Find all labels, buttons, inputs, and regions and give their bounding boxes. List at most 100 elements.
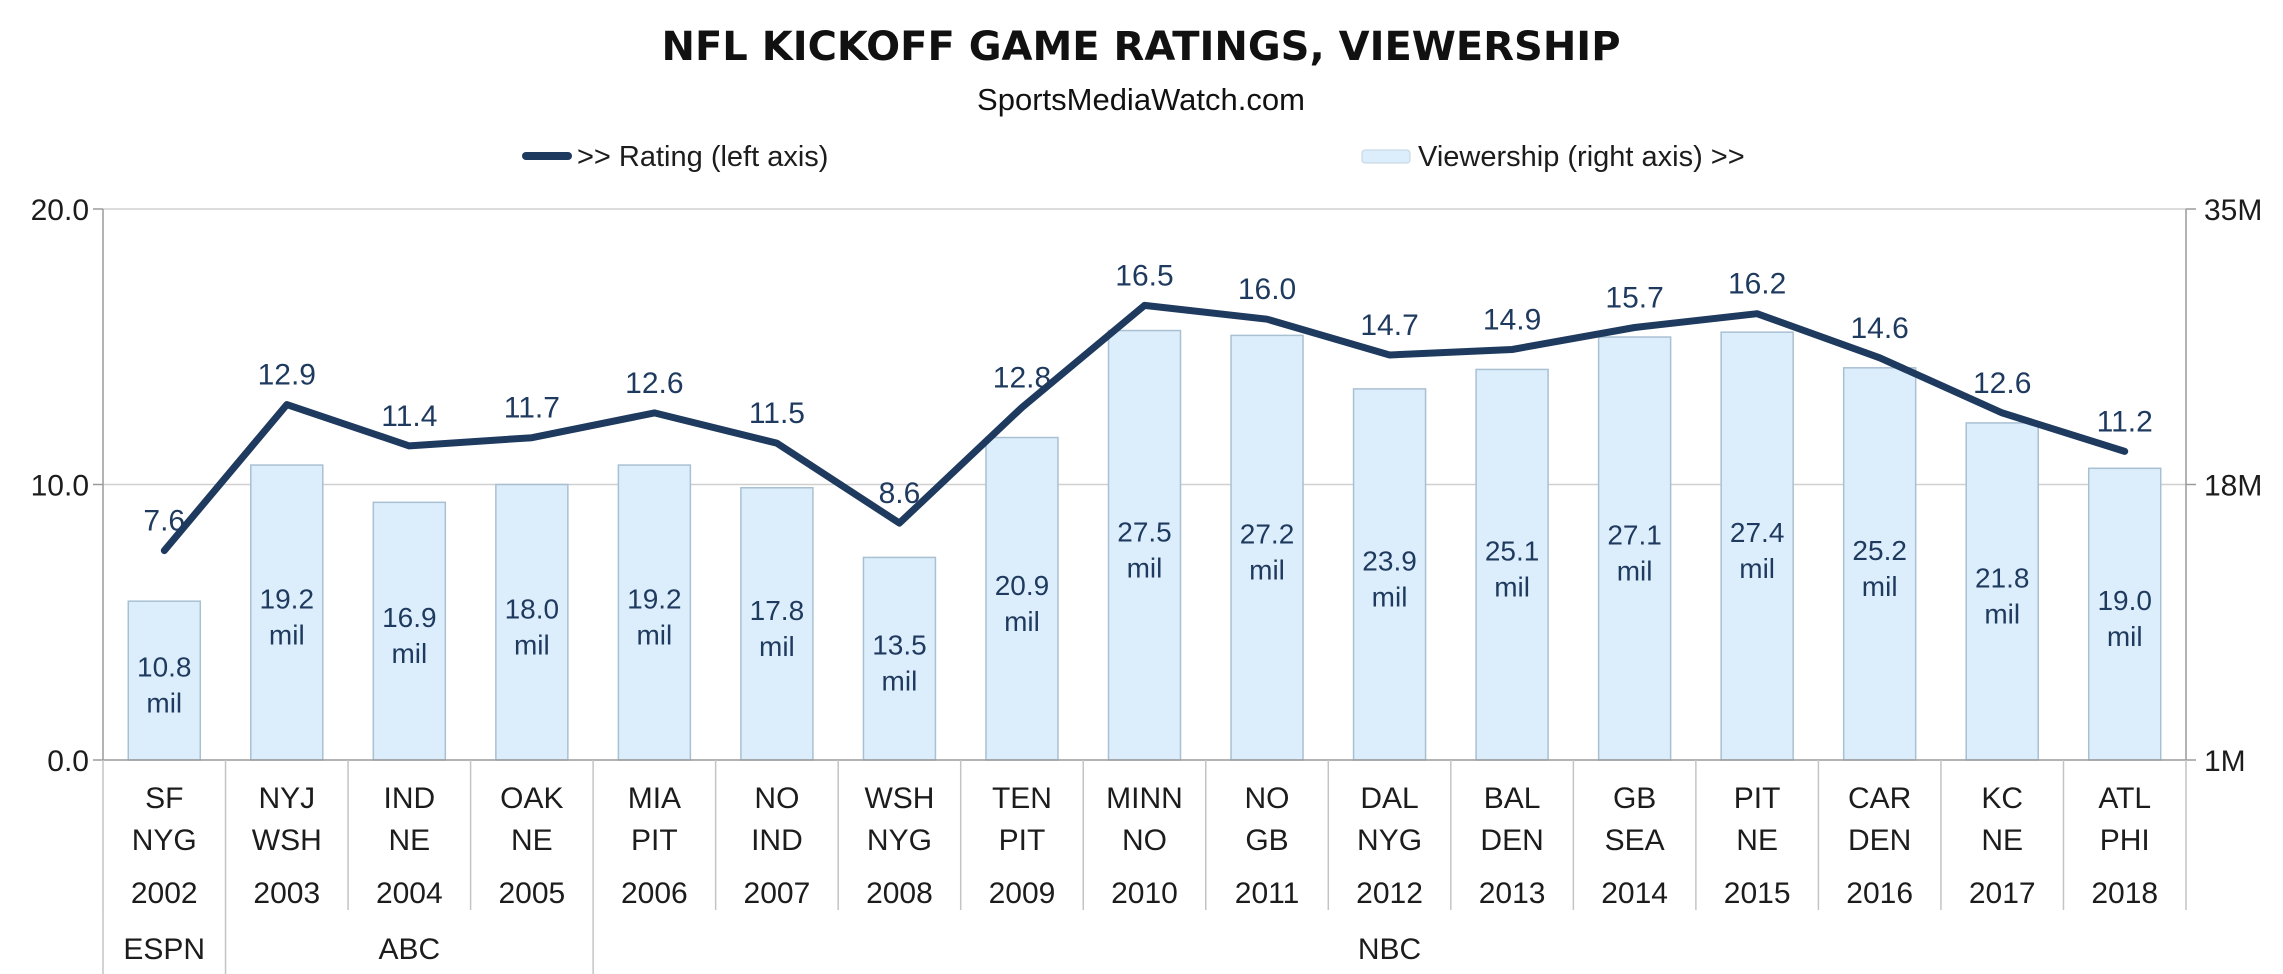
category-year-label: 2003 bbox=[253, 877, 320, 910]
category-team-label: DAL bbox=[1360, 782, 1418, 815]
viewership-value-label: 27.5 bbox=[1117, 516, 1172, 547]
rating-value-label: 12.6 bbox=[1973, 367, 2031, 400]
rating-value-label: 11.4 bbox=[381, 400, 437, 433]
viewership-unit-label: mil bbox=[269, 620, 305, 651]
category-axis: SF NYG 2002 NYJ WSH 2003 IND NE 2004 OAK NE 2005 MIA… bbox=[102, 760, 2187, 974]
category-team-label: ATL bbox=[2098, 782, 2151, 815]
rating-value-label: 14.7 bbox=[1360, 309, 1418, 342]
viewership-unit-label: mil bbox=[2107, 621, 2143, 652]
category-year-label: 2018 bbox=[2091, 877, 2158, 910]
category-team-label: SEA bbox=[1605, 824, 1665, 857]
data-labels: 10.8 mil 19.2 mil 16.9 mil 18.0 mil 19.2 mil 17.8 m… bbox=[137, 259, 2153, 718]
category-team-label: SF bbox=[145, 782, 183, 815]
category-team-label: NYG bbox=[867, 824, 932, 857]
viewership-bar bbox=[985, 436, 1059, 761]
rating-value-label: 14.9 bbox=[1483, 304, 1541, 337]
category-team-label: IND bbox=[383, 782, 435, 815]
legend-bar-swatch bbox=[1361, 149, 1411, 164]
viewership-unit-label: mil bbox=[146, 688, 182, 719]
category-team-label: KC bbox=[1981, 782, 2023, 815]
rating-value-label: 11.5 bbox=[749, 397, 805, 430]
rating-value-label: 8.6 bbox=[879, 477, 921, 510]
category-team-label: TEN bbox=[992, 782, 1052, 815]
rating-line bbox=[160, 301, 2129, 555]
viewership-value-label: 27.2 bbox=[1240, 519, 1295, 550]
viewership-unit-label: mil bbox=[882, 666, 918, 697]
category-team-label: IND bbox=[751, 824, 803, 857]
category-team-label: NE bbox=[1981, 824, 2023, 857]
viewership-unit-label: mil bbox=[1862, 571, 1898, 602]
viewership-value-label: 19.2 bbox=[627, 584, 682, 615]
left-axis-tick-label: 0.0 bbox=[47, 745, 89, 778]
category-year-label: 2002 bbox=[131, 877, 198, 910]
rating-value-label: 14.6 bbox=[1850, 312, 1908, 345]
category-year-label: 2009 bbox=[989, 877, 1056, 910]
rating-value-label: 16.5 bbox=[1115, 259, 1173, 292]
category-team-label: NE bbox=[511, 824, 553, 857]
viewership-value-label: 20.9 bbox=[995, 570, 1050, 601]
viewership-bar bbox=[1107, 329, 1182, 761]
category-team-label: NYJ bbox=[258, 782, 315, 815]
viewership-value-label: 10.8 bbox=[137, 652, 192, 683]
category-year-label: 2014 bbox=[1601, 877, 1668, 910]
category-year-label: 2015 bbox=[1724, 877, 1791, 910]
category-team-label: WSH bbox=[252, 824, 322, 857]
viewership-value-label: 25.1 bbox=[1485, 536, 1540, 567]
viewership-unit-label: mil bbox=[1127, 552, 1163, 583]
viewership-bar bbox=[862, 556, 937, 761]
network-label: NBC bbox=[1358, 933, 1421, 966]
category-team-label: MIA bbox=[628, 782, 681, 815]
category-year-label: 2011 bbox=[1235, 877, 1300, 910]
viewership-bar bbox=[1842, 367, 1917, 761]
category-year-label: 2010 bbox=[1111, 877, 1178, 910]
category-year-label: 2007 bbox=[744, 877, 811, 910]
category-team-label: PHI bbox=[2100, 824, 2150, 857]
legend-bar-label: Viewership (right axis) >> bbox=[1418, 141, 1745, 173]
category-year-label: 2005 bbox=[498, 877, 565, 910]
viewership-value-label: 25.2 bbox=[1852, 535, 1907, 566]
viewership-value-label: 19.2 bbox=[260, 584, 315, 615]
viewership-value-label: 16.9 bbox=[382, 602, 437, 633]
viewership-bar bbox=[372, 501, 447, 761]
network-label: ESPN bbox=[123, 933, 205, 966]
rating-value-label: 12.8 bbox=[993, 361, 1051, 394]
chart-title: NFL KICKOFF GAME RATINGS, VIEWERSHIP bbox=[661, 24, 1620, 70]
category-year-label: 2012 bbox=[1356, 877, 1423, 910]
viewership-unit-label: mil bbox=[1617, 556, 1653, 587]
category-year-label: 2016 bbox=[1846, 877, 1913, 910]
category-team-label: NYG bbox=[1357, 824, 1422, 857]
category-team-label: GB bbox=[1613, 782, 1656, 815]
viewership-bar bbox=[1597, 336, 1672, 761]
right-axis-tick-label: 18M bbox=[2204, 470, 2262, 503]
viewership-value-label: 27.1 bbox=[1607, 520, 1662, 551]
left-axis-tick-label: 20.0 bbox=[31, 194, 89, 227]
category-team-label: CAR bbox=[1848, 782, 1911, 815]
category-team-label: NO bbox=[1245, 782, 1290, 815]
category-team-label: BAL bbox=[1484, 782, 1541, 815]
viewership-unit-label: mil bbox=[1739, 553, 1775, 584]
category-team-label: NE bbox=[1736, 824, 1778, 857]
viewership-unit-label: mil bbox=[1984, 598, 2020, 629]
category-team-label: PIT bbox=[1734, 782, 1781, 815]
category-team-label: PIT bbox=[999, 824, 1046, 857]
viewership-value-label: 19.0 bbox=[2097, 585, 2152, 616]
rating-value-label: 11.2 bbox=[2097, 405, 2153, 438]
viewership-bar bbox=[2087, 467, 2162, 761]
viewership-unit-label: mil bbox=[759, 631, 795, 662]
category-team-label: NYG bbox=[132, 824, 197, 857]
category-team-label: MINN bbox=[1106, 782, 1183, 815]
rating-value-label: 16.2 bbox=[1728, 268, 1786, 301]
category-team-label: OAK bbox=[500, 782, 563, 815]
viewership-unit-label: mil bbox=[1004, 606, 1040, 637]
category-team-label: DEN bbox=[1848, 824, 1911, 857]
viewership-value-label: 18.0 bbox=[505, 593, 560, 624]
network-label: ABC bbox=[378, 933, 440, 966]
viewership-value-label: 13.5 bbox=[872, 630, 927, 661]
viewership-unit-label: mil bbox=[636, 620, 672, 651]
legend-line-label: >> Rating (left axis) bbox=[577, 141, 828, 173]
chart-subtitle: SportsMediaWatch.com bbox=[977, 82, 1305, 117]
right-axis-tick-label: 35M bbox=[2204, 194, 2262, 227]
legend: >> Rating (left axis) Viewership (right … bbox=[522, 141, 1745, 173]
rating-value-label: 7.6 bbox=[143, 505, 185, 538]
viewership-bar bbox=[1720, 331, 1794, 761]
